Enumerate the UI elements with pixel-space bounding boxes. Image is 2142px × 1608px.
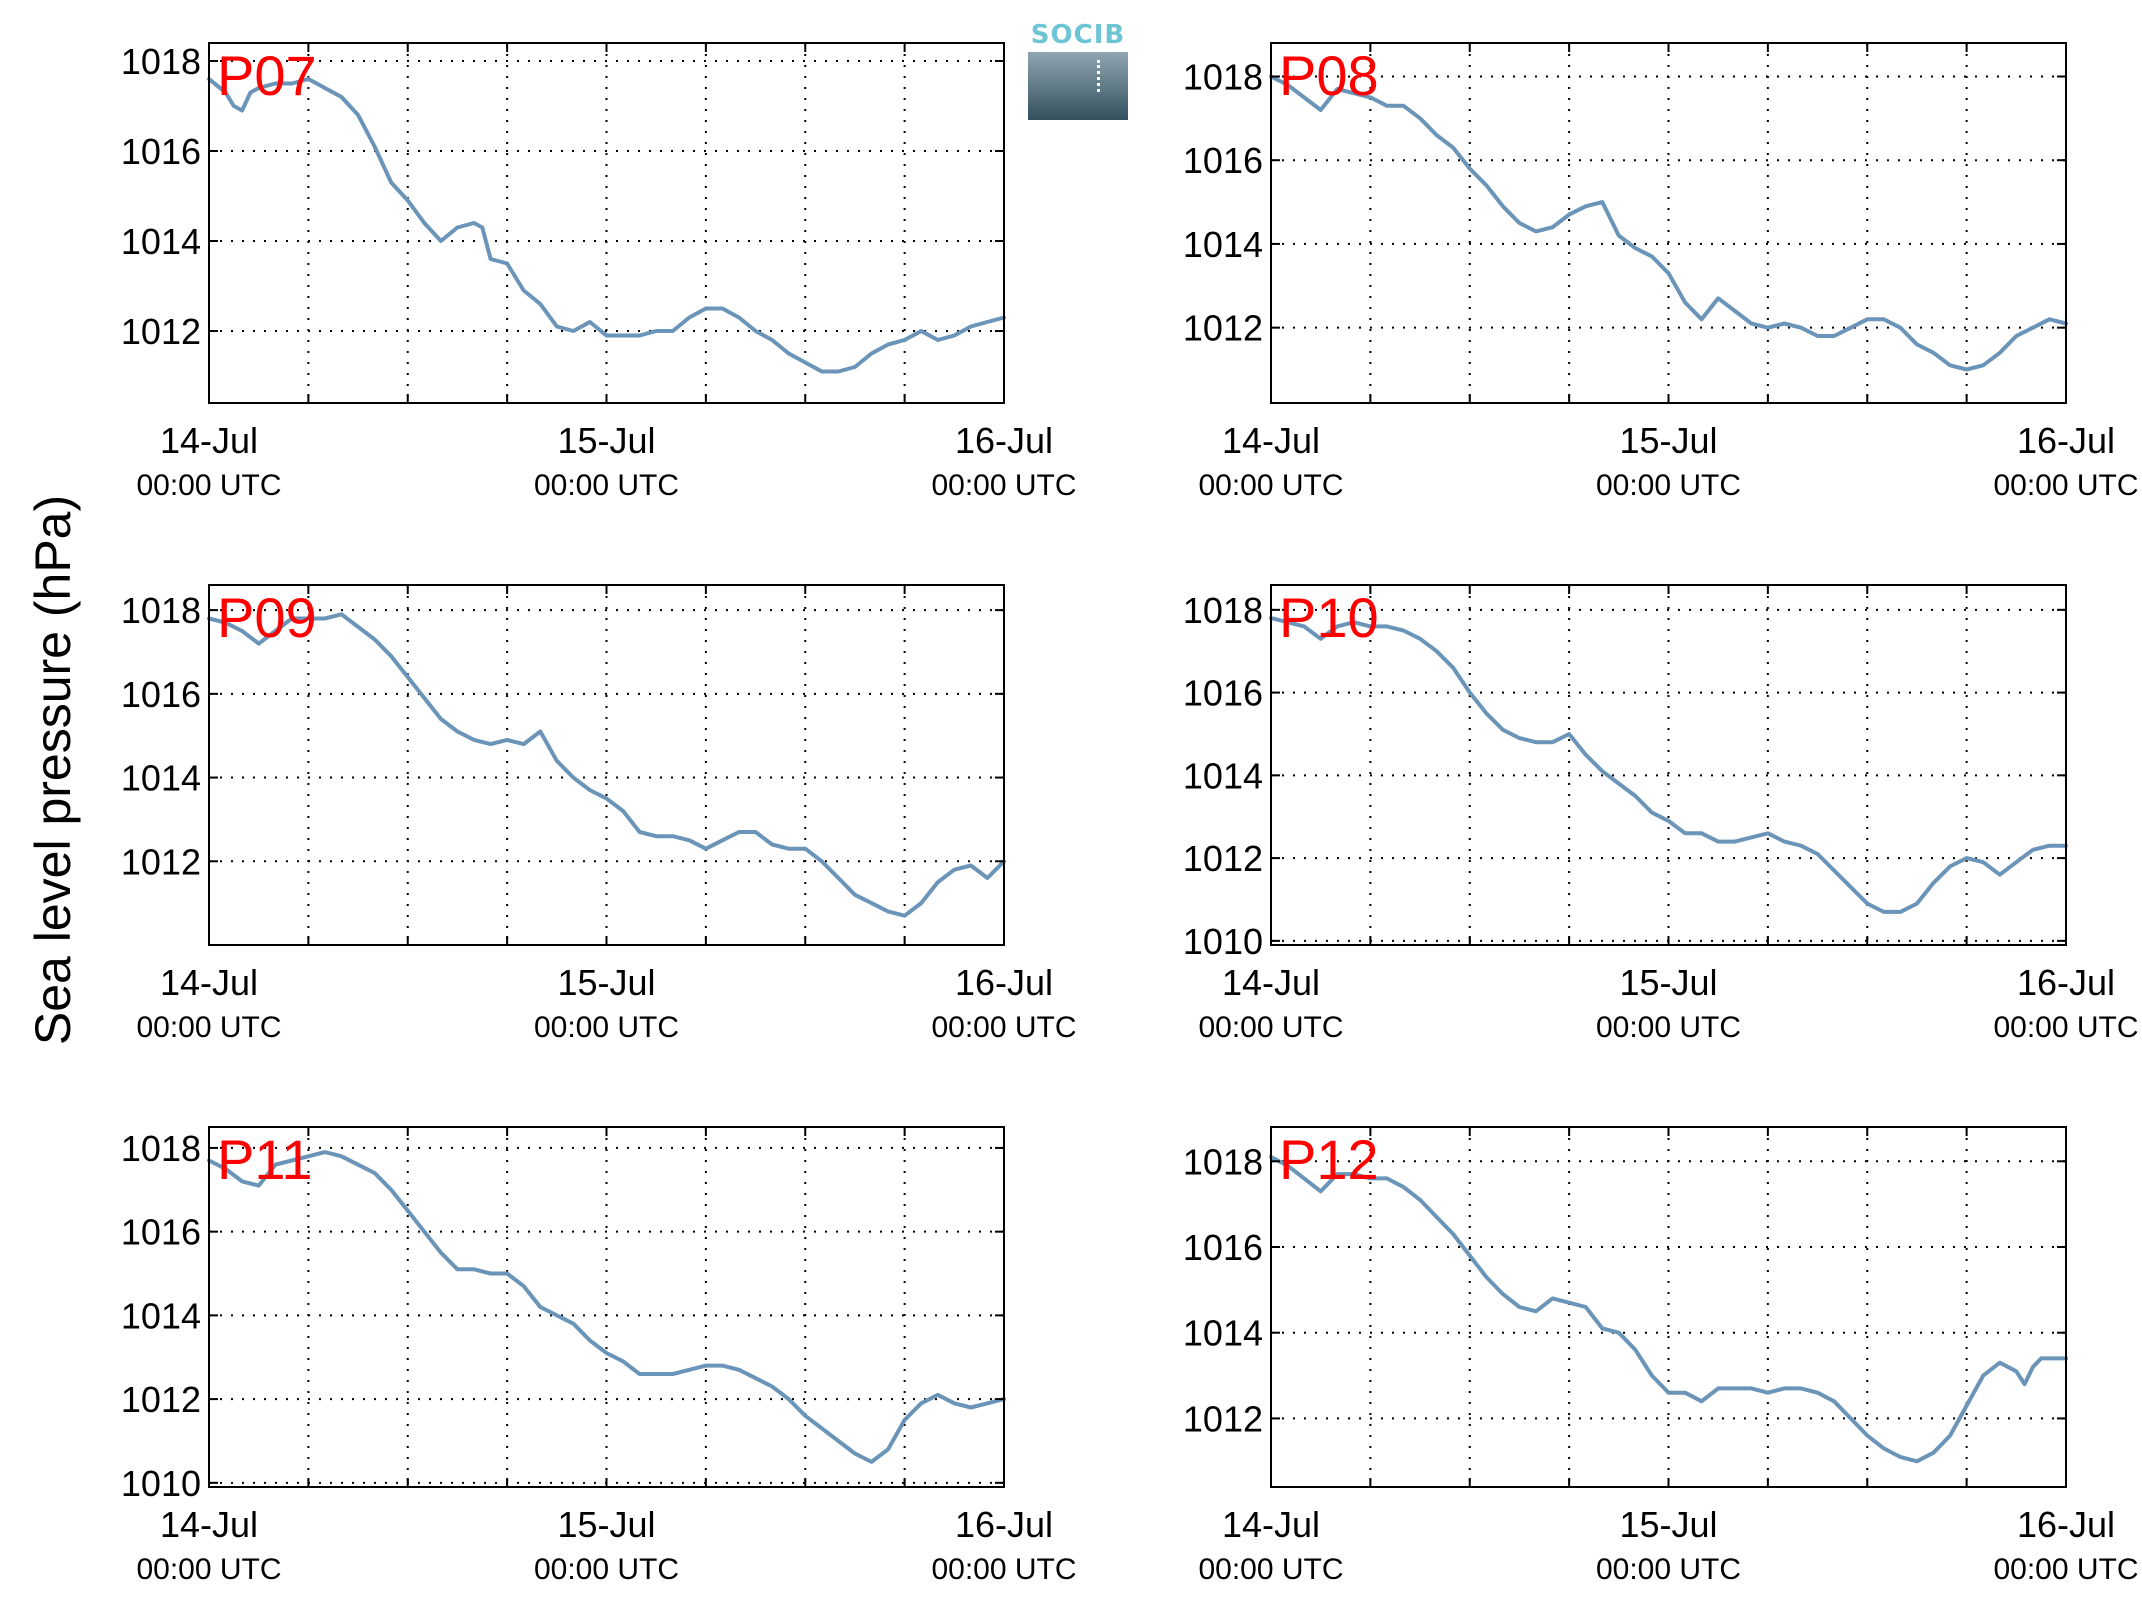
x-tick-label-date: 15-Jul — [1619, 420, 1717, 461]
x-tick-label-date: 16-Jul — [955, 962, 1053, 1003]
logo-box — [1028, 52, 1128, 120]
x-tick-label-time: 00:00 UTC — [1993, 1011, 2138, 1044]
x-tick-label-time: 00:00 UTC — [931, 1553, 1076, 1586]
y-tick-label: 1016 — [1183, 140, 1263, 181]
x-tick-label-date: 16-Jul — [955, 420, 1053, 461]
x-tick-label-date: 14-Jul — [1222, 1504, 1320, 1545]
x-tick-label-date: 14-Jul — [1222, 962, 1320, 1003]
y-tick-label: 1014 — [1183, 1313, 1263, 1354]
pressure-line — [1269, 616, 2068, 914]
y-tick-label: 1014 — [121, 221, 201, 262]
x-tick-label-time: 00:00 UTC — [1993, 469, 2138, 502]
y-tick-label: 1012 — [121, 311, 201, 352]
x-tick-label-date: 16-Jul — [2017, 1504, 2115, 1545]
axes-box — [208, 1126, 1005, 1488]
y-tick-label: 1014 — [121, 1295, 201, 1336]
x-tick-label-time: 00:00 UTC — [534, 469, 679, 502]
x-tick-label-time: 00:00 UTC — [1596, 469, 1741, 502]
x-tick-label-time: 00:00 UTC — [1198, 469, 1343, 502]
pressure-line — [207, 612, 1006, 918]
y-tick-label: 1014 — [1183, 224, 1263, 265]
y-tick-label: 1018 — [1183, 1141, 1263, 1182]
y-tick-label: 1016 — [121, 674, 201, 715]
x-tick-label-date: 15-Jul — [1619, 962, 1717, 1003]
x-tick-label-date: 16-Jul — [955, 1504, 1053, 1545]
y-tick-label: 1018 — [1183, 590, 1263, 631]
axes-box — [1270, 584, 2067, 946]
pressure-line — [207, 77, 1006, 374]
x-tick-label-date: 16-Jul — [2017, 962, 2115, 1003]
panel-p07: 1012 1014 1016 1018 14-Jul 00:00 UTC 15-Jul 00:… — [121, 41, 1077, 502]
panel-p11: 1010 1012 1014 1016 1018 14-Jul 00:00 UTC 15-Ju… — [121, 1126, 1077, 1586]
station-label: P07 — [217, 44, 317, 107]
y-tick-label: 1016 — [121, 1212, 201, 1253]
x-tick-label-time: 00:00 UTC — [1198, 1553, 1343, 1586]
y-tick-label: 1010 — [1183, 921, 1263, 962]
pressure-line — [1269, 74, 2068, 372]
x-tick-label-date: 14-Jul — [160, 420, 258, 461]
y-tick-label: 1018 — [1183, 56, 1263, 97]
y-tick-label: 1012 — [1183, 1398, 1263, 1439]
x-tick-label-time: 00:00 UTC — [534, 1553, 679, 1586]
x-tick-label-time: 00:00 UTC — [1198, 1011, 1343, 1044]
y-tick-label: 1012 — [121, 1379, 201, 1420]
panel-p10: 1010 1012 1014 1016 1018 14-Jul 00:00 UTC 15-Ju… — [1183, 584, 2139, 1044]
y-tick-label: 1014 — [121, 758, 201, 799]
x-tick-label-date: 14-Jul — [160, 962, 258, 1003]
panel-p08: 1012 1014 1016 1018 14-Jul 00:00 UTC 15-Jul 00:… — [1183, 42, 2139, 502]
y-tick-label: 1012 — [121, 841, 201, 882]
logo-text: SOCIB — [1030, 20, 1126, 50]
axes-box — [208, 42, 1005, 404]
y-axis-label: Sea level pressure (hPa) — [25, 495, 81, 1045]
y-tick-label: 1012 — [1183, 308, 1263, 349]
axes-box — [208, 584, 1005, 946]
station-label: P09 — [217, 586, 317, 649]
x-tick-label-time: 00:00 UTC — [1596, 1011, 1741, 1044]
panel-p12: 1012 1014 1016 1018 14-Jul 00:00 UTC 15-Jul 00:… — [1183, 1126, 2139, 1586]
x-tick-label-time: 00:00 UTC — [931, 1011, 1076, 1044]
y-tick-label: 1010 — [121, 1463, 201, 1504]
y-tick-label: 1012 — [1183, 838, 1263, 879]
x-tick-label-date: 15-Jul — [557, 420, 655, 461]
x-tick-label-date: 15-Jul — [557, 962, 655, 1003]
x-tick-label-time: 00:00 UTC — [534, 1011, 679, 1044]
logo-dash — [1097, 60, 1100, 92]
socib-logo: SOCIB — [1028, 20, 1128, 120]
x-tick-label-time: 00:00 UTC — [1596, 1553, 1741, 1586]
axes-box — [1270, 42, 2067, 404]
pressure-line — [1269, 1155, 2068, 1464]
panel-p09: 1012 1014 1016 1018 14-Jul 00:00 UTC 15-Jul 00:… — [121, 584, 1077, 1044]
station-label: P11 — [217, 1128, 312, 1191]
y-tick-label: 1018 — [121, 41, 201, 82]
x-tick-label-date: 16-Jul — [2017, 420, 2115, 461]
x-tick-label-date: 15-Jul — [1619, 1504, 1717, 1545]
y-tick-label: 1016 — [1183, 1227, 1263, 1268]
x-tick-label-time: 00:00 UTC — [931, 469, 1076, 502]
y-tick-label: 1016 — [121, 131, 201, 172]
x-tick-label-date: 14-Jul — [1222, 420, 1320, 461]
pressure-line — [207, 1150, 1006, 1464]
y-tick-label: 1016 — [1183, 673, 1263, 714]
y-tick-label: 1018 — [121, 590, 201, 631]
x-tick-label-date: 15-Jul — [557, 1504, 655, 1545]
station-label: P12 — [1279, 1128, 1379, 1191]
x-tick-label-date: 14-Jul — [160, 1504, 258, 1545]
y-tick-label: 1014 — [1183, 755, 1263, 796]
y-tick-label: 1018 — [121, 1128, 201, 1169]
station-label: P10 — [1279, 586, 1379, 649]
x-tick-label-time: 00:00 UTC — [136, 469, 281, 502]
x-tick-label-time: 00:00 UTC — [136, 1011, 281, 1044]
x-tick-label-time: 00:00 UTC — [1993, 1553, 2138, 1586]
x-tick-label-time: 00:00 UTC — [136, 1553, 281, 1586]
station-label: P08 — [1279, 44, 1379, 107]
